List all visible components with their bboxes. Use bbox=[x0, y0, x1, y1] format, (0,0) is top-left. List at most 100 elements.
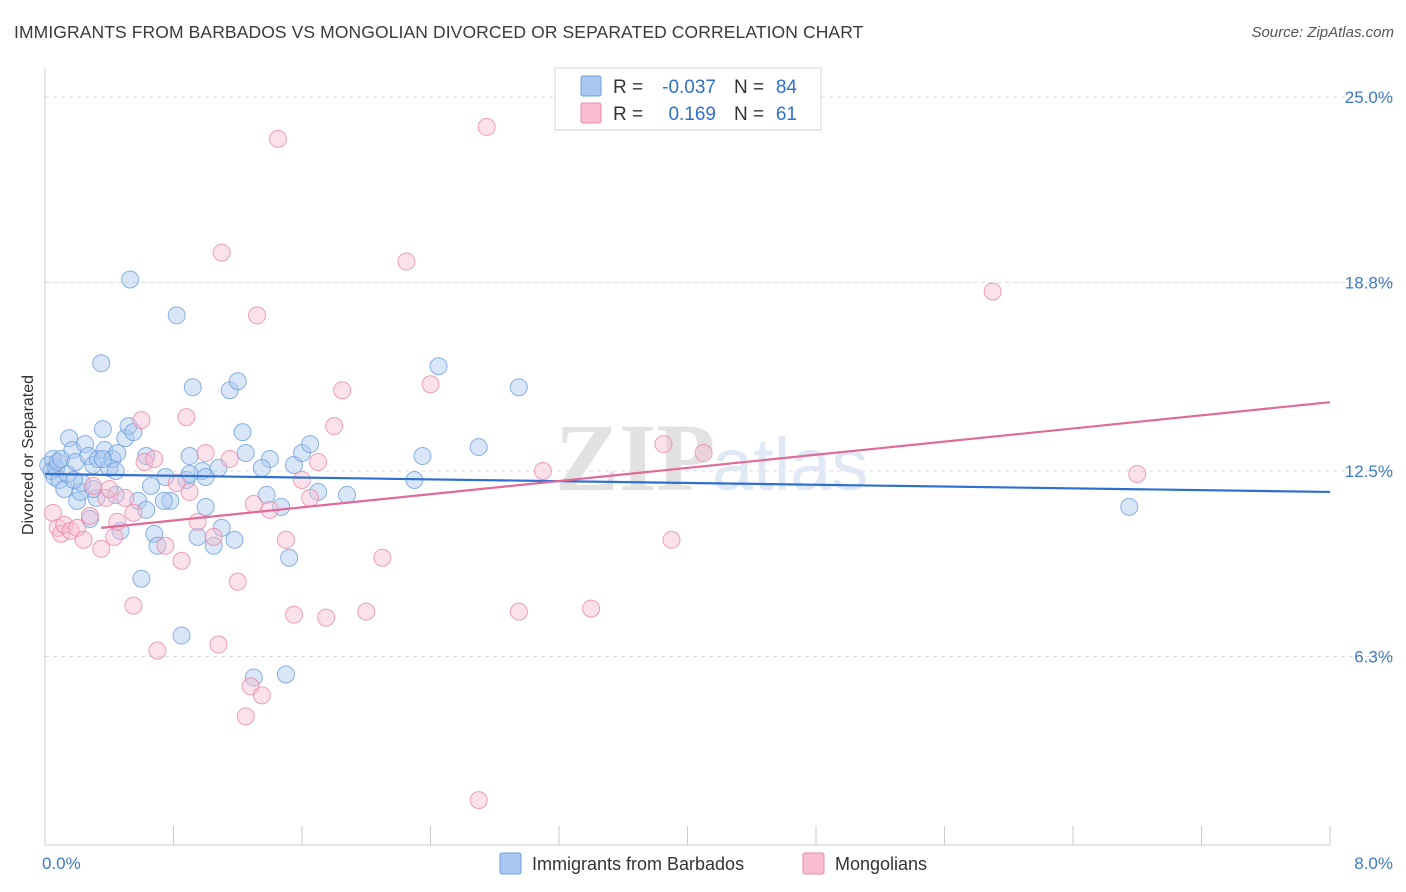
barbados-point-39 bbox=[156, 467, 175, 486]
mongolian-point-27 bbox=[204, 527, 223, 546]
barbados-point-61 bbox=[276, 665, 295, 684]
barbados-point-74 bbox=[121, 270, 140, 289]
mongolian-point-50 bbox=[421, 375, 440, 394]
mongolian-point-54 bbox=[533, 462, 552, 480]
mongolian-point-55 bbox=[582, 599, 601, 618]
legend-swatch-barbados bbox=[580, 75, 602, 97]
barbados-point-23 bbox=[93, 420, 112, 439]
barbados-point-37 bbox=[145, 524, 164, 543]
mongolian-point-57 bbox=[662, 530, 681, 549]
y-tick-labels: 25.0% 18.8% 12.5% 6.3% bbox=[1345, 88, 1393, 667]
barbados-point-17 bbox=[79, 447, 98, 466]
mongolian-point-53 bbox=[509, 602, 528, 621]
mongolian-point-19 bbox=[148, 641, 167, 660]
mongolian-point-44 bbox=[317, 608, 336, 627]
y-tick-label-3: 6.3% bbox=[1354, 648, 1393, 667]
mongolian-point-51 bbox=[469, 791, 488, 810]
barbados-point-56 bbox=[236, 444, 255, 463]
mongolian-point-5 bbox=[68, 518, 87, 537]
barbados-point-46 bbox=[188, 527, 207, 546]
barbados-point-76 bbox=[93, 450, 112, 469]
mongolian-point-40 bbox=[284, 605, 303, 624]
barbados-point-73 bbox=[1120, 497, 1139, 516]
mongolian-point-39 bbox=[276, 530, 295, 549]
barbados-point-40 bbox=[161, 491, 180, 510]
mongolian-point-14 bbox=[116, 488, 135, 507]
barbados-point-26 bbox=[103, 450, 122, 469]
mongolian-point-38 bbox=[268, 129, 287, 148]
mongolian-point-24 bbox=[180, 482, 199, 501]
x-tick-right: 8.0% bbox=[1354, 854, 1393, 873]
trend-lines bbox=[44, 401, 1331, 529]
legend-swatch-mongolians bbox=[580, 102, 602, 124]
mongolian-point-56 bbox=[654, 435, 673, 454]
watermark: ZIP atlas bbox=[555, 404, 868, 511]
barbados-point-4 bbox=[47, 459, 66, 478]
mongolian-point-42 bbox=[301, 488, 320, 507]
barbados-point-79 bbox=[252, 459, 271, 478]
legend-n-label-1: N = bbox=[734, 77, 764, 98]
mongolian-point-36 bbox=[252, 686, 271, 705]
barbados-point-41 bbox=[167, 306, 186, 325]
mongolian-point-12 bbox=[105, 527, 124, 546]
mongolian-point-43 bbox=[309, 453, 328, 472]
mongolian-point-7 bbox=[80, 506, 99, 525]
mongolian-point-18 bbox=[145, 450, 164, 469]
legend-n-value-2: 61 bbox=[776, 104, 797, 125]
barbados-point-70 bbox=[429, 357, 448, 376]
chart-title: IMMIGRANTS FROM BARBADOS VS MONGOLIAN DI… bbox=[14, 22, 864, 42]
data-points bbox=[39, 117, 1147, 810]
barbados-point-67 bbox=[337, 485, 356, 504]
barbados-point-60 bbox=[272, 497, 291, 516]
watermark-zip: ZIP bbox=[555, 404, 715, 511]
barbados-point-54 bbox=[228, 372, 247, 391]
mongolian-point-61 bbox=[124, 596, 143, 615]
barbados-point-71 bbox=[469, 438, 488, 457]
barbados-point-55 bbox=[233, 423, 252, 442]
correlation-legend: R = -0.037 N = 84 R = 0.169 N = 61 bbox=[554, 67, 822, 131]
legend-r-label-2: R = bbox=[613, 104, 643, 125]
y-tick-label-0: 25.0% bbox=[1345, 88, 1393, 107]
mongolian-point-46 bbox=[333, 381, 352, 400]
mongolian-trend-line bbox=[101, 401, 1331, 529]
barbados-point-65 bbox=[301, 435, 320, 454]
legend-r-label-1: R = bbox=[613, 77, 643, 98]
mongolian-point-22 bbox=[172, 551, 191, 570]
y-axis-title: Divorced or Separated bbox=[20, 375, 37, 535]
barbados-point-72 bbox=[509, 378, 528, 397]
barbados-point-44 bbox=[180, 447, 199, 466]
mongolian-point-49 bbox=[397, 252, 416, 271]
y-tick-label-1: 18.8% bbox=[1345, 274, 1393, 293]
legend-n-label-2: N = bbox=[734, 104, 764, 125]
mongolian-point-28 bbox=[209, 635, 228, 654]
series-legend: Immigrants from Barbados Mongolians bbox=[499, 852, 927, 875]
barbados-trend-line bbox=[44, 472, 1331, 494]
chart-source: Source: ZipAtlas.com bbox=[1251, 24, 1394, 41]
barbados-point-58 bbox=[257, 485, 276, 504]
mongolian-point-32 bbox=[236, 707, 255, 726]
mongolian-point-47 bbox=[357, 602, 376, 621]
mongolian-point-41 bbox=[293, 470, 311, 489]
mongolian-point-30 bbox=[220, 450, 239, 469]
barbados-point-22 bbox=[92, 354, 111, 373]
mongolian-point-23 bbox=[177, 408, 196, 427]
barbados-point-82 bbox=[154, 491, 173, 510]
bottom-legend-swatch-mongolians bbox=[802, 852, 825, 875]
mongolian-point-52 bbox=[477, 117, 496, 136]
barbados-point-62 bbox=[280, 548, 299, 567]
legend-n-value-1: 84 bbox=[776, 77, 798, 98]
barbados-point-16 bbox=[76, 435, 95, 454]
bottom-legend-label-barbados: Immigrants from Barbados bbox=[532, 854, 744, 874]
mongolian-point-48 bbox=[373, 548, 392, 567]
mongolian-point-45 bbox=[325, 417, 344, 436]
barbados-point-5 bbox=[48, 453, 67, 472]
mongolian-point-35 bbox=[248, 306, 267, 325]
mongolian-point-25 bbox=[188, 512, 207, 531]
mongolian-point-29 bbox=[212, 243, 231, 262]
mongolian-point-31 bbox=[228, 572, 247, 591]
barbados-point-77 bbox=[64, 470, 83, 489]
barbados-point-48 bbox=[196, 497, 215, 516]
mongolian-point-21 bbox=[167, 473, 186, 492]
barbados-point-42 bbox=[172, 626, 191, 645]
